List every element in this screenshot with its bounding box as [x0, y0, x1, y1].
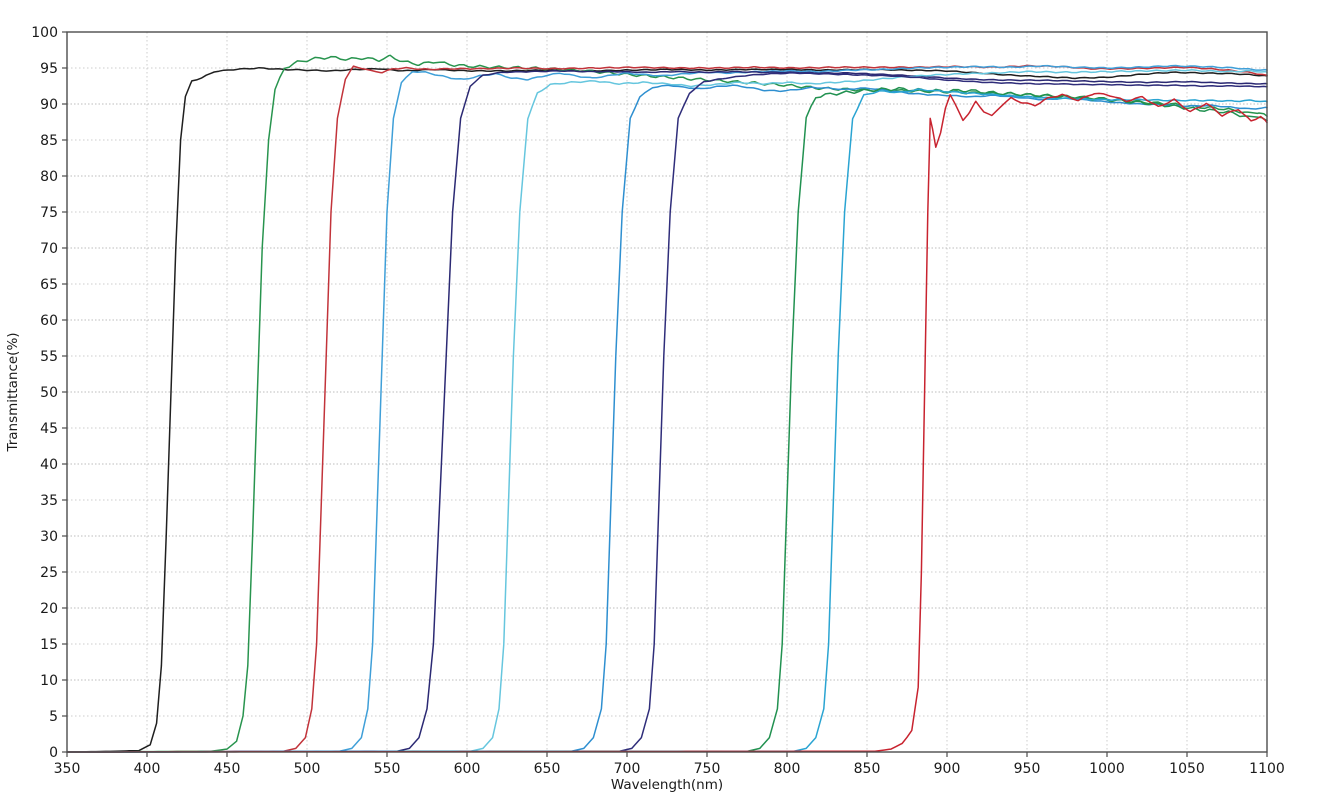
y-tick-label: 20 — [40, 601, 58, 617]
y-tick-label: 15 — [40, 637, 58, 653]
series-LP470 — [66, 54, 1268, 753]
y-tick-label: 5 — [49, 709, 58, 725]
x-tick-label: 350 — [54, 761, 81, 777]
series-LP692 — [66, 84, 1268, 753]
series-LP420 — [66, 66, 1268, 753]
y-tick-label: 70 — [40, 241, 58, 257]
x-tick-label: 550 — [374, 761, 401, 777]
x-tick-label: 400 — [134, 761, 161, 777]
x-axis-title: Wavelength(nm) — [611, 777, 723, 793]
x-tick-label: 850 — [854, 761, 881, 777]
y-tick-label: 0 — [49, 745, 58, 761]
y-tick-label: 60 — [40, 313, 58, 329]
x-tick-label: 1050 — [1169, 761, 1205, 777]
x-tick-label: 900 — [934, 761, 961, 777]
y-tick-label: 75 — [40, 205, 58, 221]
x-tick-label: 1000 — [1089, 761, 1125, 777]
y-tick-label: 80 — [40, 169, 58, 185]
y-tick-label: 35 — [40, 493, 58, 509]
x-tick-label: 750 — [694, 761, 721, 777]
series-LP510 — [66, 64, 1268, 753]
x-tick-label: 1100 — [1249, 761, 1285, 777]
series-layer — [66, 54, 1268, 753]
x-tick-label: 950 — [1014, 761, 1041, 777]
series-LP886 — [66, 92, 1268, 753]
y-tick-label: 50 — [40, 385, 58, 401]
x-tick-label: 650 — [534, 761, 561, 777]
y-tick-label: 100 — [31, 25, 58, 41]
y-tick-label: 45 — [40, 421, 58, 437]
x-tick-label: 450 — [214, 761, 241, 777]
series-LP802 — [66, 86, 1268, 753]
x-tick-label: 700 — [614, 761, 641, 777]
x-tick-label: 500 — [294, 761, 321, 777]
series-LP628 — [66, 69, 1268, 753]
axis-layer — [62, 31, 1268, 757]
series-LP722 — [66, 72, 1268, 753]
y-tick-label: 90 — [40, 97, 58, 113]
y-tick-label: 65 — [40, 277, 58, 293]
series-LP585 — [66, 69, 1268, 753]
y-tick-label: 10 — [40, 673, 58, 689]
y-tick-label: 25 — [40, 565, 58, 581]
tick-label-layer: 350 400 450 500 550 600 650 700 750 800 850 900 950 1… — [31, 25, 1285, 777]
grid-layer — [67, 32, 1267, 752]
y-tick-label: 85 — [40, 133, 58, 149]
y-tick-label: 95 — [40, 61, 58, 77]
x-tick-label: 600 — [454, 761, 481, 777]
x-tick-label: 800 — [774, 761, 801, 777]
y-tick-label: 55 — [40, 349, 58, 365]
y-axis-title: Transmittance(%) — [5, 332, 21, 452]
series-LP545 — [66, 64, 1268, 753]
series-LP831 — [66, 88, 1268, 753]
y-tick-label: 30 — [40, 529, 58, 545]
y-tick-label: 40 — [40, 457, 58, 473]
